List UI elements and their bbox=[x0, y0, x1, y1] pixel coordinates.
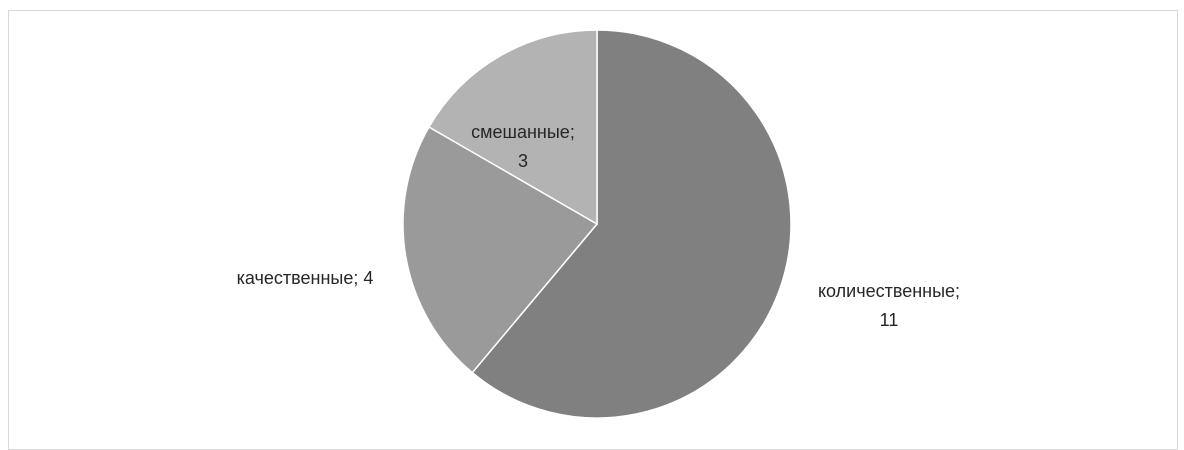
data-label-2: качественные; 4 bbox=[237, 268, 374, 288]
pie-slice-1 bbox=[471, 29, 792, 419]
pie-chart-svg: количественные; 11 качественные; 4 смешанны… bbox=[237, 29, 960, 419]
data-label-line: количественные; bbox=[818, 281, 960, 301]
data-label-line: 3 bbox=[518, 151, 528, 171]
pie-slices bbox=[402, 29, 792, 419]
pie-slice-3 bbox=[427, 29, 598, 226]
data-label-3: смешанные; 3 bbox=[471, 122, 575, 171]
chart-frame bbox=[8, 10, 1178, 450]
data-label-line: смешанные; bbox=[471, 122, 575, 142]
pie-chart: количественные; 11 качественные; 4 смешанны… bbox=[8, 10, 1178, 450]
pie-slice-2 bbox=[402, 125, 599, 374]
data-label-line: качественные; 4 bbox=[237, 268, 374, 288]
data-labels: количественные; 11 качественные; 4 смешанны… bbox=[237, 122, 960, 330]
data-label-line: 11 bbox=[880, 310, 899, 330]
data-label-1: количественные; 11 bbox=[818, 281, 960, 330]
